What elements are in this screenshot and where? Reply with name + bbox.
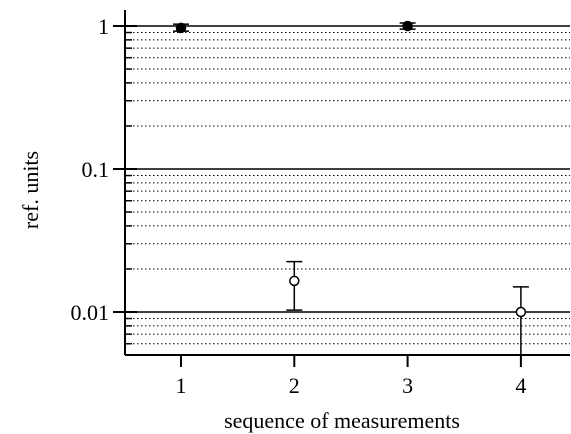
axes xyxy=(124,10,570,356)
grid-lines xyxy=(125,25,570,345)
y-tick-label: 0.1 xyxy=(82,157,110,182)
x-tick-label: 1 xyxy=(176,373,187,398)
data-points xyxy=(173,20,529,355)
data-point xyxy=(286,260,303,311)
y-axis-label: ref. units xyxy=(18,151,43,229)
point-marker xyxy=(402,20,413,32)
x-tick-label: 2 xyxy=(289,373,300,398)
x-tick-label: 3 xyxy=(402,373,413,398)
data-point xyxy=(399,20,416,32)
y-tick-label: 1 xyxy=(98,14,109,39)
x-tick-label: 4 xyxy=(515,373,526,398)
x-axis-label: sequence of measurements xyxy=(224,408,460,433)
point-marker xyxy=(289,275,300,287)
point-marker xyxy=(175,22,187,34)
data-point xyxy=(173,22,189,34)
data-point xyxy=(512,286,529,355)
y-tick-label: 0.01 xyxy=(71,300,110,325)
point-marker xyxy=(515,306,527,318)
y-ticks: 1 0.1 0.01 xyxy=(71,14,137,345)
x-ticks: 1 2 3 4 xyxy=(176,355,526,398)
